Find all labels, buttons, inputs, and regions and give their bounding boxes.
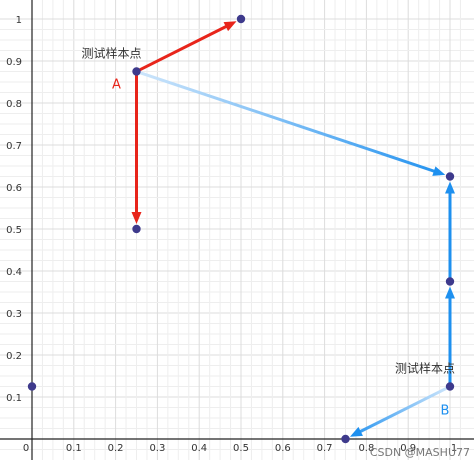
arrow-head — [131, 212, 142, 224]
annotation-label: 测试样本点 — [395, 361, 455, 376]
x-tick-label: 0.5 — [233, 443, 249, 454]
y-tick-label: 0.7 — [6, 141, 22, 152]
y-tick-label: 0.9 — [6, 57, 22, 68]
data-point — [445, 382, 455, 391]
arrow-shaft — [138, 71, 438, 174]
x-tick-label: 0.8 — [358, 443, 374, 454]
x-tick-label: 0.3 — [149, 443, 165, 454]
watermark: CSDN @MASHU77 — [370, 446, 470, 459]
arrow-shaft — [357, 386, 448, 434]
annotation-label: 测试样本点 — [81, 46, 141, 61]
data-point — [445, 172, 455, 181]
tick-labels: 0 0.1 0.2 0.3 0.4 0.5 0.6 0.7 0.8 0.9 1 0.1 0.2 0.3 0.… — [6, 15, 457, 454]
x-tick-label: 0.9 — [400, 443, 416, 454]
arrow-head — [432, 166, 446, 176]
y-tick-label: 0.1 — [6, 393, 22, 404]
arrows — [131, 21, 455, 437]
data-point — [27, 382, 37, 391]
x-tick-label: 0.2 — [108, 443, 124, 454]
point-letter: B — [441, 404, 450, 419]
annotations: 测试样本点 A 测试样本点 B — [81, 46, 455, 419]
arrow-head — [445, 181, 455, 194]
arrow-head — [223, 21, 237, 32]
arrow-head — [445, 286, 455, 299]
arrow-shaft — [138, 24, 230, 72]
y-tick-label: 0.6 — [6, 183, 22, 194]
y-tick-label: 1 — [16, 15, 22, 26]
y-tick-label: 0.3 — [6, 309, 22, 320]
y-tick-label: 0.2 — [6, 351, 22, 362]
point-letter: A — [112, 78, 121, 93]
x-tick-label: 0 — [23, 443, 29, 454]
y-tick-label: 0.8 — [6, 99, 22, 110]
y-tick-label: 0.5 — [6, 225, 22, 236]
x-tick-label: 1 — [451, 443, 457, 454]
data-point — [236, 14, 246, 24]
data-point — [445, 277, 455, 286]
data-points — [27, 14, 455, 444]
x-tick-label: 0.4 — [191, 443, 207, 454]
data-point — [341, 434, 350, 444]
data-point — [132, 67, 141, 76]
x-tick-label: 0.7 — [317, 443, 333, 454]
arrow-head — [349, 426, 363, 437]
x-tick-label: 0.1 — [66, 443, 82, 454]
x-tick-label: 0.6 — [275, 443, 291, 454]
y-tick-label: 0.4 — [6, 267, 22, 278]
data-point — [132, 224, 141, 234]
